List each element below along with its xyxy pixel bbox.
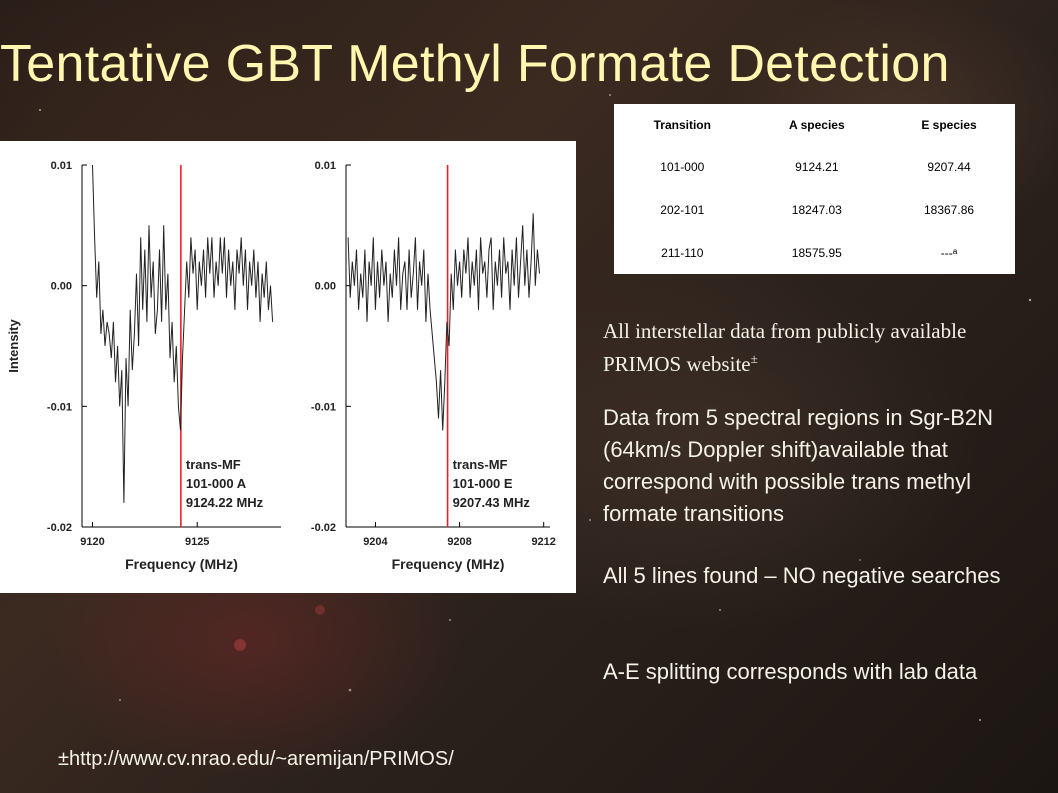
bullet-lines-found: All 5 lines found – NO negative searches bbox=[603, 563, 1001, 588]
y-tick-label: 0.01 bbox=[315, 160, 336, 172]
primos-note-text: All interstellar data from publicly avai… bbox=[603, 319, 967, 376]
y-tick-label: 0.00 bbox=[51, 281, 72, 293]
primos-note: All interstellar data from publicly avai… bbox=[603, 318, 1023, 378]
y-tick-label: 0.00 bbox=[315, 281, 336, 293]
bullet-spectral-regions: Data from 5 spectral regions in Sgr-B2N … bbox=[603, 405, 994, 526]
line-annotation: 101-000 A bbox=[186, 476, 247, 491]
table-cell: 9124.21 bbox=[795, 160, 839, 175]
line-annotation: 9124.22 MHz bbox=[186, 495, 264, 510]
page-title: Tentative GBT Methyl Formate Detection bbox=[0, 35, 950, 93]
y-tick-label: -0.02 bbox=[47, 522, 72, 534]
x-tick-label: 9120 bbox=[80, 536, 104, 548]
spectrum-trace bbox=[92, 164, 274, 503]
line-annotation: trans-MF bbox=[453, 457, 508, 472]
table-cell: 211-110 bbox=[661, 245, 704, 260]
x-tick-label: 9125 bbox=[185, 536, 209, 548]
table-cell: 202-101 bbox=[660, 202, 705, 217]
table-cell: 18367.86 bbox=[923, 202, 975, 217]
table-row: 101-000 9124.21 9207.44 bbox=[614, 146, 1015, 189]
line-annotation: 9207.43 MHz bbox=[453, 495, 531, 510]
table-cell: 101-000 bbox=[660, 160, 705, 175]
table-cell: ---ᵃ bbox=[940, 245, 958, 260]
line-annotation: 101-000 E bbox=[453, 476, 513, 491]
bullet-ae-splitting: A-E splitting corresponds with lab data bbox=[603, 659, 978, 684]
column-header: E species bbox=[921, 118, 977, 132]
x-tick-label: 9208 bbox=[447, 536, 471, 548]
y-axis-title: Intensity bbox=[6, 319, 21, 373]
y-tick-label: -0.01 bbox=[311, 401, 336, 413]
column-header: Transition bbox=[653, 118, 711, 132]
table-row: 202-101 18247.03 18367.86 bbox=[614, 189, 1015, 232]
x-axis-title: Frequency (MHz) bbox=[392, 556, 505, 572]
table-cell: 18575.95 bbox=[791, 245, 842, 260]
spectra-figure: 0.01 0.00 -0.01 -0.02 9120 9125 Frequency (MHz… bbox=[0, 141, 576, 593]
transition-table: Transition A species E species 101-000 9… bbox=[614, 104, 1015, 274]
table-cell: 18247.03 bbox=[791, 202, 842, 217]
y-tick-label: -0.02 bbox=[311, 522, 336, 534]
table-cell: 9207.44 bbox=[927, 160, 971, 175]
table-header-row: Transition A species E species bbox=[614, 104, 1015, 146]
y-tick-label: -0.01 bbox=[47, 401, 72, 413]
x-axis-title: Frequency (MHz) bbox=[125, 556, 238, 572]
line-annotation: trans-MF bbox=[186, 457, 241, 472]
footnote-url: ±http://www.cv.nrao.edu/~aremijan/PRIMOS… bbox=[58, 748, 454, 770]
footnote-mark: ± bbox=[750, 351, 758, 366]
y-tick-label: 0.01 bbox=[51, 160, 72, 172]
spectrum-trace bbox=[347, 213, 540, 431]
spectra-plots: 0.01 0.00 -0.01 -0.02 9120 9125 Frequency (MHz… bbox=[6, 160, 556, 572]
table-row: 211-110 18575.95 ---ᵃ bbox=[614, 231, 1015, 274]
column-header: A species bbox=[789, 118, 845, 132]
x-tick-label: 9212 bbox=[531, 536, 555, 548]
x-tick-label: 9204 bbox=[363, 536, 388, 548]
